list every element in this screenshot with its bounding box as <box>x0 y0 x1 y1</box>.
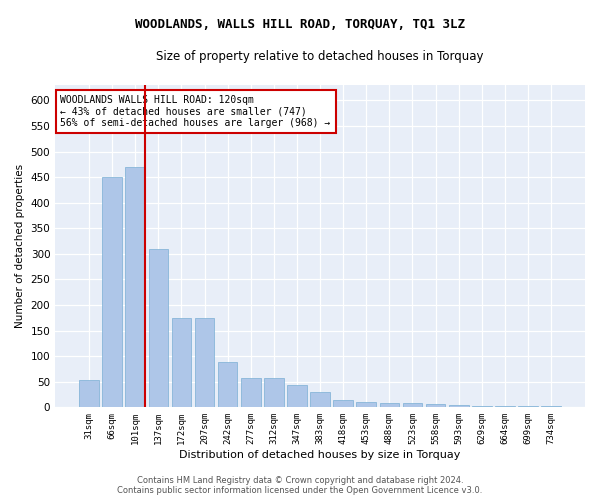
Title: Size of property relative to detached houses in Torquay: Size of property relative to detached ho… <box>157 50 484 63</box>
Bar <box>287 386 307 407</box>
Bar <box>149 248 168 408</box>
Bar <box>403 403 422 407</box>
Bar <box>79 380 99 407</box>
Bar <box>495 406 515 408</box>
Bar <box>103 177 122 408</box>
Bar <box>380 403 399 407</box>
Bar <box>472 406 491 408</box>
Bar <box>449 405 469 407</box>
Text: Contains HM Land Registry data © Crown copyright and database right 2024.
Contai: Contains HM Land Registry data © Crown c… <box>118 476 482 495</box>
Bar <box>356 402 376 407</box>
X-axis label: Distribution of detached houses by size in Torquay: Distribution of detached houses by size … <box>179 450 461 460</box>
Bar <box>241 378 260 408</box>
Text: WOODLANDS, WALLS HILL ROAD, TORQUAY, TQ1 3LZ: WOODLANDS, WALLS HILL ROAD, TORQUAY, TQ1… <box>135 18 465 30</box>
Bar <box>195 318 214 408</box>
Bar <box>334 400 353 407</box>
Bar <box>218 362 238 408</box>
Bar <box>264 378 284 408</box>
Bar <box>125 167 145 408</box>
Bar <box>518 406 538 408</box>
Bar <box>172 318 191 408</box>
Bar <box>541 406 561 407</box>
Bar <box>310 392 330 407</box>
Y-axis label: Number of detached properties: Number of detached properties <box>15 164 25 328</box>
Bar <box>426 404 445 407</box>
Text: WOODLANDS WALLS HILL ROAD: 120sqm
← 43% of detached houses are smaller (747)
56%: WOODLANDS WALLS HILL ROAD: 120sqm ← 43% … <box>61 94 331 128</box>
